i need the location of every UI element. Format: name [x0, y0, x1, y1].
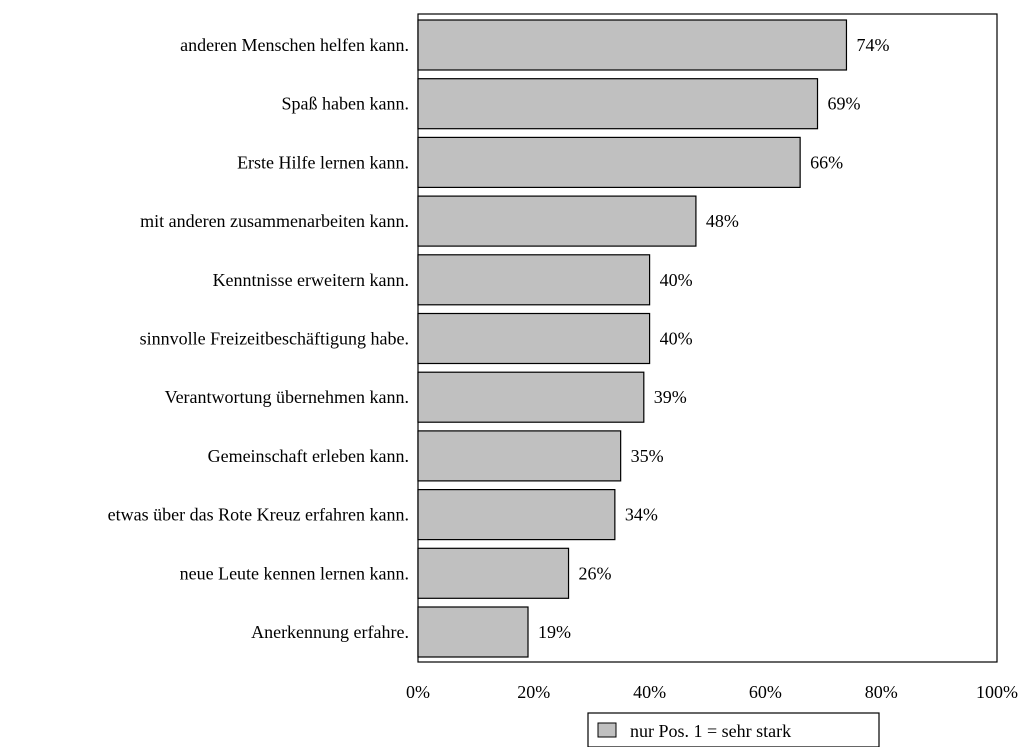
value-label: 26%: [579, 563, 612, 583]
value-label: 74%: [856, 35, 889, 55]
bar: [417, 78, 819, 130]
legend: nur Pos. 1 = sehr stark: [587, 712, 880, 747]
category-label: Verantwortung übernehmen kann.: [165, 387, 409, 407]
category-label: Gemeinschaft erleben kann.: [208, 446, 409, 466]
category-label: Anerkennung erfahre.: [251, 622, 409, 642]
bar: [417, 312, 651, 365]
value-label: 19%: [538, 622, 571, 642]
value-label: 34%: [625, 505, 658, 525]
bar: [417, 136, 801, 188]
bars-group: [417, 19, 848, 658]
bar: [417, 254, 651, 306]
category-label: neue Leute kennen lernen kann.: [180, 563, 409, 583]
category-label: anderen Menschen helfen kann.: [180, 35, 409, 55]
bar: [417, 606, 529, 658]
x-tick-label: 80%: [865, 682, 898, 702]
value-label: 39%: [654, 387, 687, 407]
category-label: etwas über das Rote Kreuz erfahren kann.: [108, 505, 409, 525]
value-labels: 74% 69% 66% 48% 40% 40% 39% 35% 34% 26% 19%: [538, 35, 889, 642]
value-label: 40%: [660, 329, 693, 349]
bar: [417, 489, 616, 541]
value-label: 35%: [631, 446, 664, 466]
bar: [417, 19, 848, 71]
category-labels: anderen Menschen helfen kann. Spaß haben …: [108, 35, 409, 642]
value-label: 48%: [706, 211, 739, 231]
x-tick-label: 60%: [749, 682, 782, 702]
x-tick-label: 40%: [633, 682, 666, 702]
bar: [417, 430, 622, 482]
x-tick-label: 0%: [406, 682, 430, 702]
legend-box: [587, 712, 880, 747]
category-label: Erste Hilfe lernen kann.: [237, 152, 409, 172]
x-tick-label: 20%: [517, 682, 550, 702]
legend-label: nur Pos. 1 = sehr stark: [630, 721, 791, 741]
bar: [417, 371, 645, 423]
value-label: 66%: [810, 152, 843, 172]
value-label: 40%: [660, 270, 693, 290]
category-label: Spaß haben kann.: [282, 94, 409, 114]
category-label: Kenntnisse erweitern kann.: [213, 270, 409, 290]
x-tick-label: 100%: [976, 682, 1018, 702]
legend-swatch: [597, 722, 617, 738]
x-axis-ticks: 0% 20% 40% 60% 80% 100%: [406, 682, 1018, 702]
bar: [417, 547, 570, 599]
value-label: 69%: [828, 94, 861, 114]
bar: [417, 195, 697, 247]
category-label: sinnvolle Freizeitbeschäftigung habe.: [140, 329, 409, 349]
category-label: mit anderen zusammenarbeiten kann.: [140, 211, 409, 231]
